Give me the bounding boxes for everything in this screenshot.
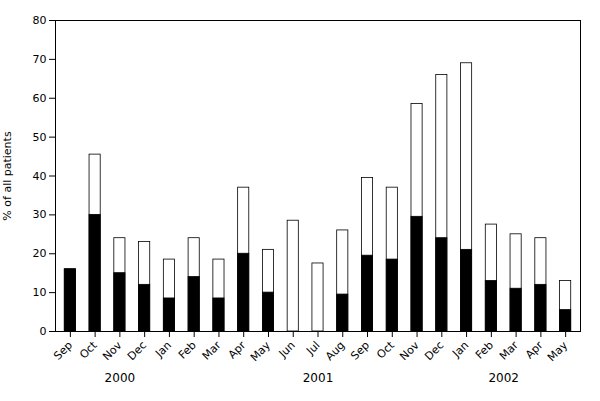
svg-text:60: 60 [33, 92, 47, 105]
svg-text:Nov: Nov [397, 338, 422, 363]
svg-text:70: 70 [33, 53, 47, 66]
svg-text:Jul: Jul [303, 339, 322, 358]
svg-text:Jun: Jun [276, 339, 298, 361]
svg-text:2002: 2002 [488, 371, 519, 385]
svg-text:May: May [248, 338, 274, 364]
svg-text:Aug: Aug [323, 339, 347, 363]
svg-text:Nov: Nov [100, 338, 125, 363]
svg-text:50: 50 [33, 131, 47, 144]
svg-text:Mar: Mar [200, 338, 224, 362]
svg-text:Sep: Sep [51, 339, 75, 363]
svg-text:10: 10 [33, 286, 47, 299]
svg-text:20: 20 [33, 247, 47, 260]
svg-text:May: May [545, 338, 571, 364]
svg-text:30: 30 [33, 208, 47, 221]
svg-text:Jan: Jan [152, 339, 174, 361]
svg-text:Apr: Apr [226, 338, 249, 361]
svg-text:Oct: Oct [77, 338, 100, 361]
svg-text:Sep: Sep [348, 339, 372, 363]
svg-text:Feb: Feb [176, 339, 199, 362]
svg-text:Jan: Jan [449, 339, 471, 361]
svg-text:Dec: Dec [422, 339, 446, 363]
svg-text:2001: 2001 [303, 371, 334, 385]
svg-text:Dec: Dec [125, 339, 149, 363]
svg-text:Mar: Mar [497, 338, 521, 362]
svg-text:80: 80 [33, 14, 47, 27]
svg-text:Oct: Oct [374, 338, 397, 361]
svg-text:40: 40 [33, 170, 47, 183]
svg-text:Apr: Apr [523, 338, 546, 361]
svg-text:% of all patients: % of all patients [1, 131, 14, 221]
svg-text:0: 0 [40, 325, 47, 338]
svg-text:2000: 2000 [105, 371, 136, 385]
svg-text:Feb: Feb [473, 339, 496, 362]
